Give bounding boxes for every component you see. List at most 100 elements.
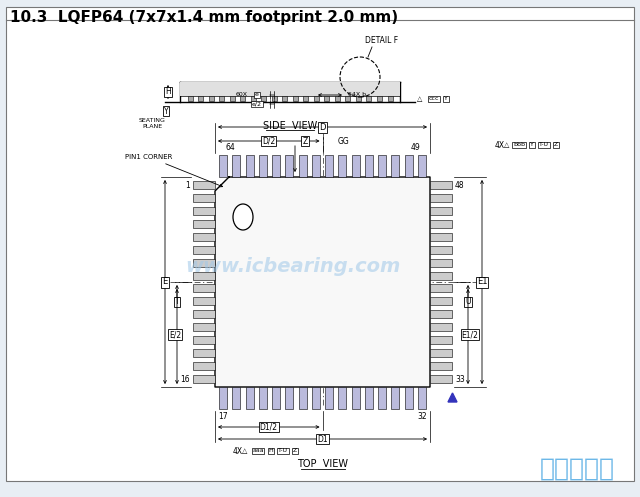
Text: △: △ — [504, 142, 509, 148]
Bar — [377, 96, 382, 101]
Bar — [193, 336, 215, 344]
Bar — [430, 323, 452, 331]
Text: D/2: D/2 — [262, 137, 275, 146]
Bar — [430, 336, 452, 344]
Text: aaa: aaa — [252, 448, 264, 453]
Bar — [282, 96, 287, 101]
Text: TOP  VIEW: TOP VIEW — [297, 459, 348, 469]
Text: 深圳宏力捩: 深圳宏力捩 — [540, 457, 615, 481]
Bar — [430, 181, 452, 189]
Bar — [193, 271, 215, 279]
Text: T: T — [175, 298, 179, 307]
Text: T-U: T-U — [278, 448, 288, 453]
Text: DETAIL F: DETAIL F — [365, 36, 398, 45]
Text: SIDE  VIEW: SIDE VIEW — [263, 121, 317, 131]
Text: 10.3  LQFP64 (7x7x1.4 mm footprint 2.0 mm): 10.3 LQFP64 (7x7x1.4 mm footprint 2.0 mm… — [10, 10, 398, 25]
Bar — [430, 207, 452, 215]
Bar — [193, 284, 215, 292]
Text: Y: Y — [530, 143, 534, 148]
Bar — [230, 96, 235, 101]
Bar — [193, 349, 215, 357]
Bar — [193, 310, 215, 319]
Text: GG: GG — [337, 137, 349, 146]
Text: 4X: 4X — [233, 446, 243, 455]
Bar — [430, 258, 452, 266]
Bar — [346, 96, 350, 101]
Text: H: H — [269, 448, 273, 453]
Text: 64X b: 64X b — [348, 92, 366, 97]
Bar — [193, 375, 215, 383]
Bar — [259, 155, 267, 177]
Bar — [251, 96, 255, 101]
Bar — [312, 387, 320, 409]
Bar — [261, 96, 266, 101]
Text: bbb: bbb — [513, 143, 525, 148]
Bar — [240, 96, 245, 101]
Bar — [430, 246, 452, 253]
Text: 49: 49 — [410, 143, 420, 152]
Bar — [314, 96, 319, 101]
Bar — [193, 233, 215, 241]
Text: 1: 1 — [185, 180, 190, 189]
Bar — [246, 155, 253, 177]
Bar — [219, 155, 227, 177]
Bar — [418, 155, 426, 177]
Text: e: e — [255, 92, 259, 97]
Text: 4X: 4X — [495, 141, 505, 150]
Bar — [430, 375, 452, 383]
Text: D1/2: D1/2 — [260, 422, 278, 431]
Text: E: E — [163, 277, 168, 286]
Bar — [193, 181, 215, 189]
Bar — [312, 155, 320, 177]
Bar — [404, 387, 413, 409]
Bar — [272, 387, 280, 409]
Text: 16: 16 — [180, 375, 190, 384]
Bar — [392, 155, 399, 177]
Bar — [299, 155, 307, 177]
Bar — [324, 96, 330, 101]
Bar — [404, 155, 413, 177]
Text: 64: 64 — [225, 143, 235, 152]
Bar — [367, 96, 371, 101]
Bar — [430, 194, 452, 202]
Polygon shape — [448, 393, 457, 402]
Bar — [365, 387, 373, 409]
Text: E1: E1 — [477, 277, 487, 286]
Bar — [430, 349, 452, 357]
Bar — [325, 387, 333, 409]
Bar — [430, 362, 452, 370]
Text: 60X: 60X — [236, 92, 248, 97]
Bar — [339, 387, 346, 409]
Bar — [193, 220, 215, 228]
Bar — [430, 220, 452, 228]
Text: Y: Y — [164, 106, 168, 115]
Text: H: H — [165, 87, 171, 96]
Text: www.icbearing.com: www.icbearing.com — [185, 257, 400, 276]
Bar — [285, 155, 293, 177]
Bar — [392, 387, 399, 409]
Bar — [272, 155, 280, 177]
Text: △: △ — [417, 96, 422, 102]
Bar — [193, 194, 215, 202]
Bar — [219, 387, 227, 409]
Bar — [303, 96, 308, 101]
Bar — [246, 387, 253, 409]
Bar — [378, 387, 386, 409]
Bar — [351, 387, 360, 409]
Text: 32: 32 — [417, 412, 427, 421]
Text: 33: 33 — [455, 375, 465, 384]
Bar — [365, 155, 373, 177]
Bar — [418, 387, 426, 409]
Bar — [299, 387, 307, 409]
Bar — [351, 155, 360, 177]
Bar — [232, 155, 240, 177]
Bar — [430, 297, 452, 305]
Text: Y: Y — [444, 96, 448, 101]
Text: e/2: e/2 — [252, 101, 262, 106]
Bar — [193, 258, 215, 266]
Bar — [198, 96, 203, 101]
Text: 17: 17 — [218, 412, 228, 421]
Text: E/2: E/2 — [169, 330, 181, 339]
Text: △: △ — [243, 448, 248, 454]
Text: SEATING
PLANE: SEATING PLANE — [139, 118, 165, 129]
